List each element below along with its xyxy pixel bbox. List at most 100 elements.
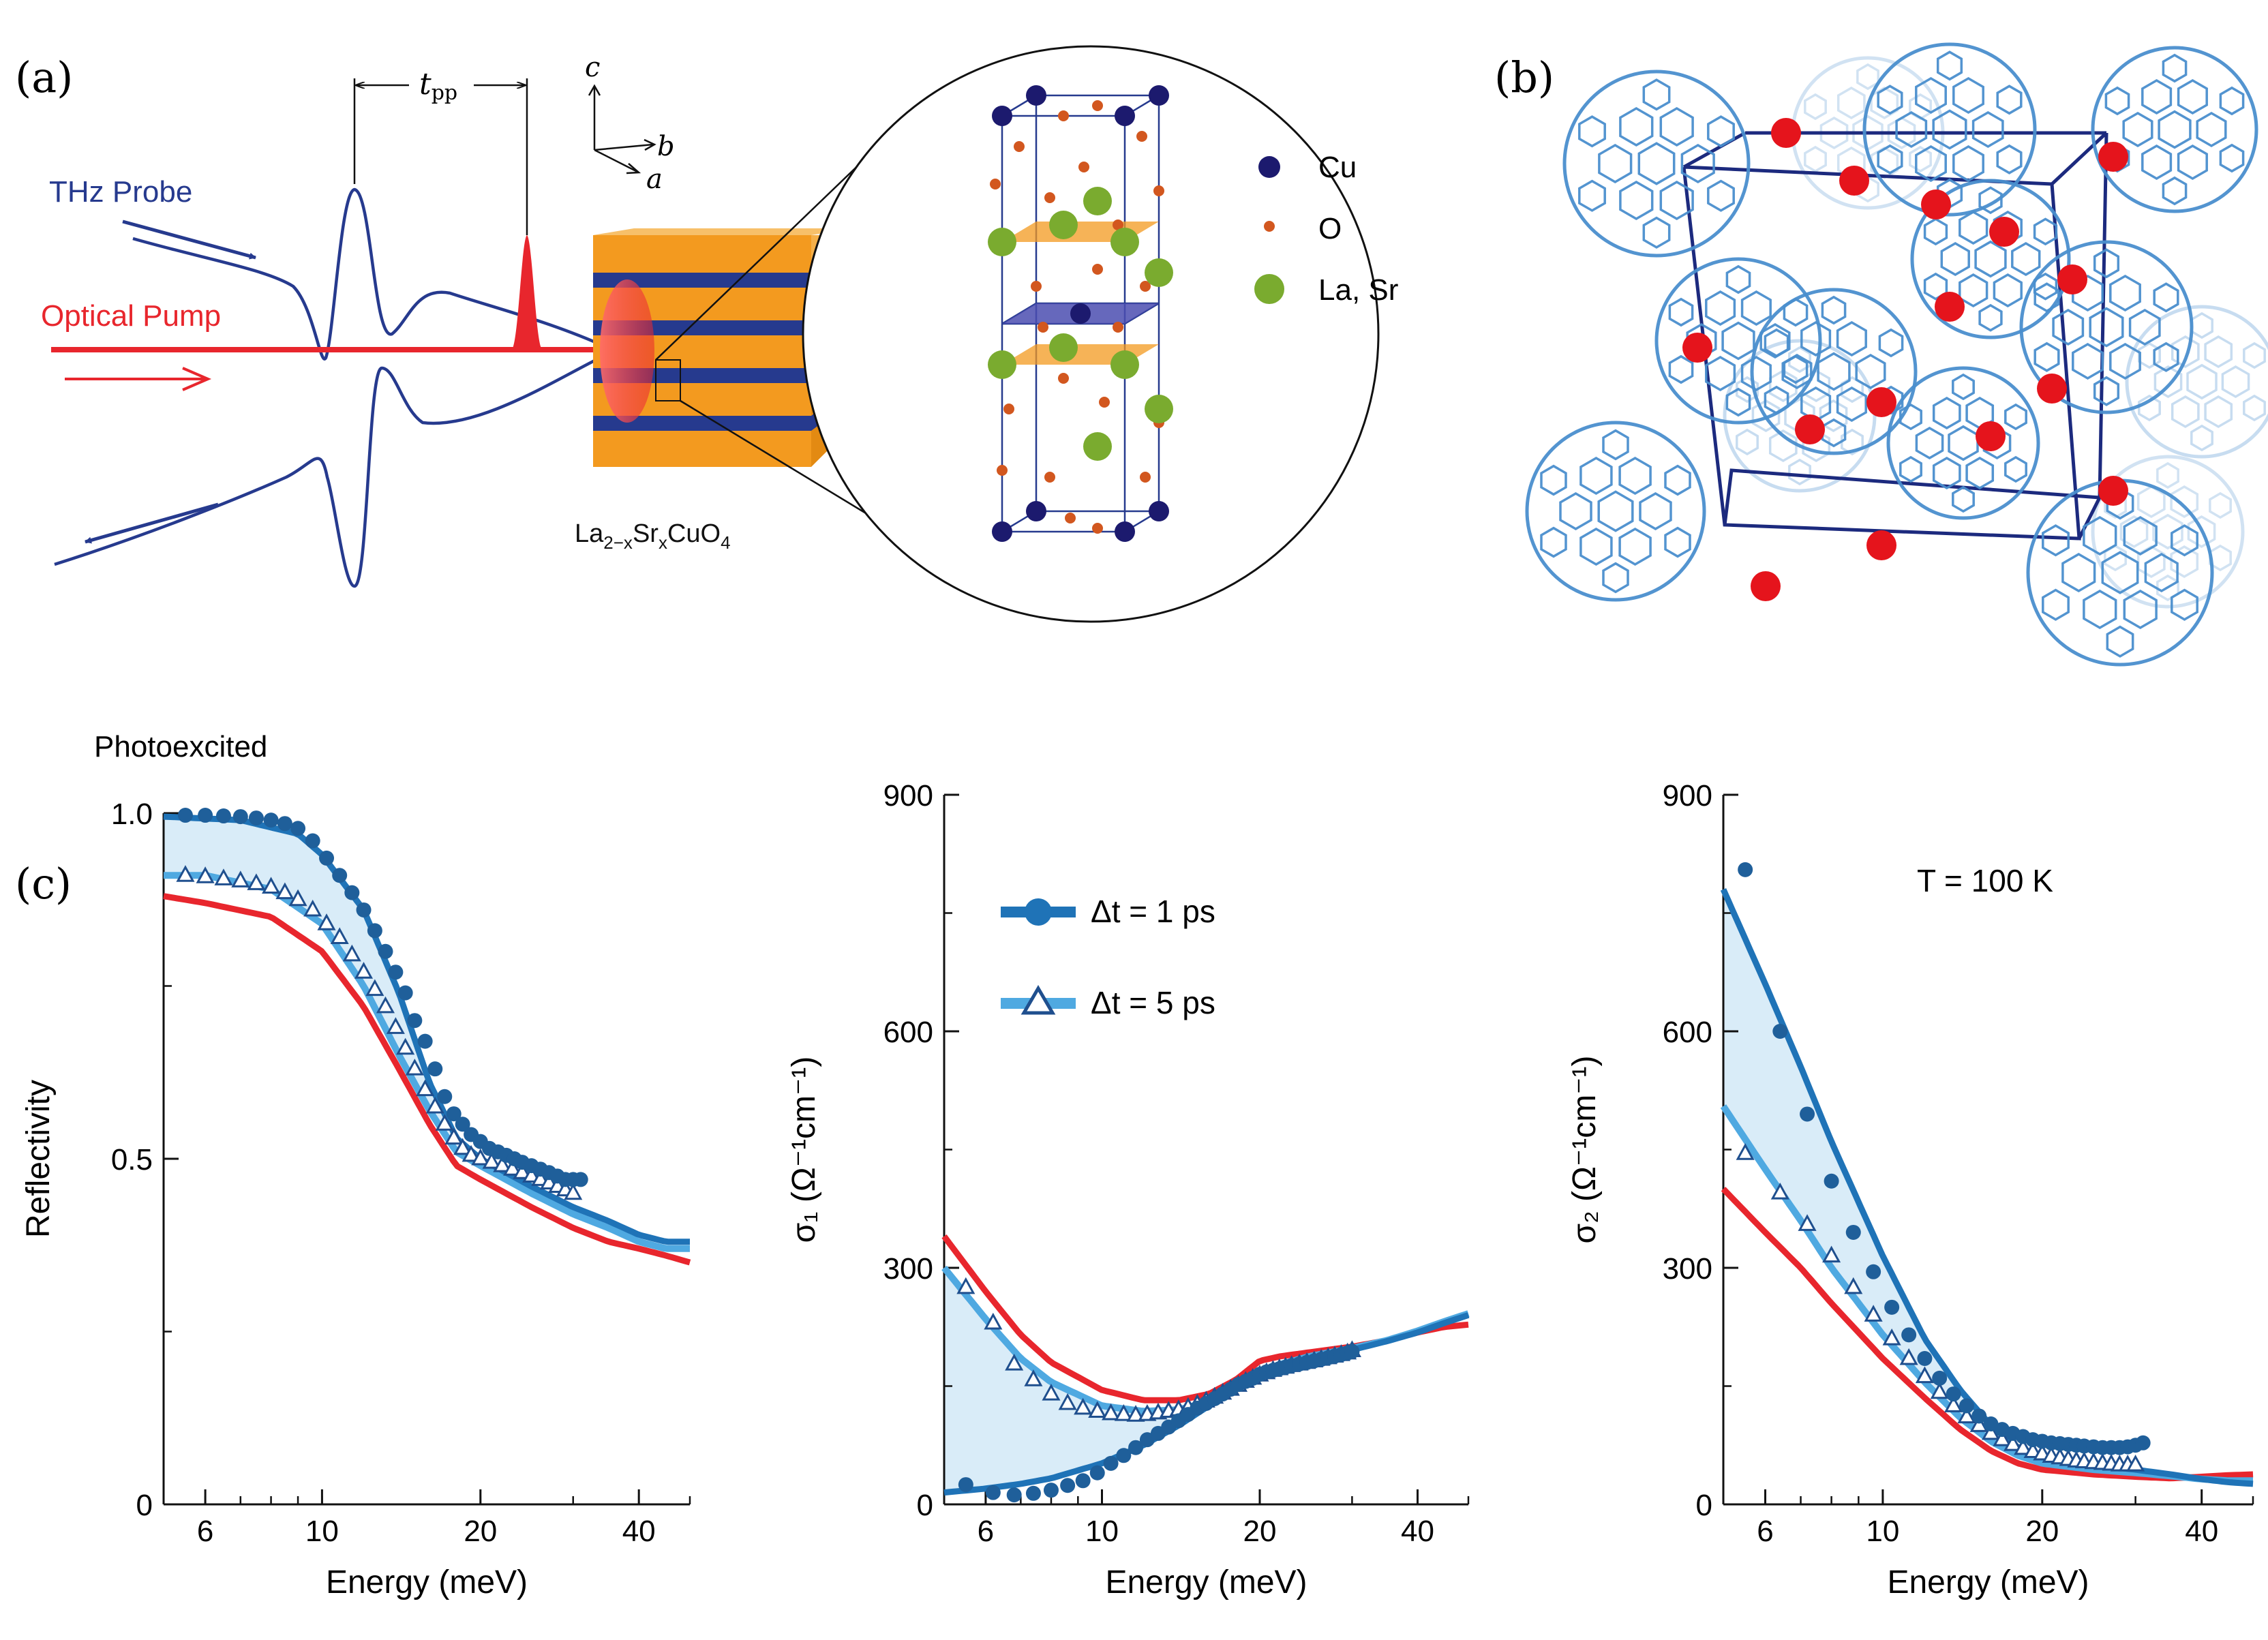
data-point-triangle	[1074, 1397, 1093, 1415]
data-point-circle	[1901, 1327, 1917, 1343]
data-point-circle	[437, 1089, 453, 1104]
x-tick-label: 10	[1085, 1515, 1119, 1548]
x-tick-label: 6	[1757, 1515, 1773, 1548]
o-atom	[1078, 162, 1089, 172]
axis-b-label: b	[657, 131, 675, 162]
o-atom	[1140, 472, 1151, 483]
data-point-triangle	[956, 1277, 976, 1294]
axis-a-label: a	[646, 164, 663, 195]
data-point-circle	[1824, 1173, 1839, 1189]
data-point-triangle	[482, 1151, 501, 1169]
o-atom	[1031, 281, 1042, 292]
data-point-triangle	[1058, 1393, 1077, 1410]
data-point-triangle	[365, 979, 384, 997]
o-atom	[1092, 523, 1103, 534]
data-point-circle	[1043, 1483, 1059, 1498]
x-tick-label: 40	[622, 1515, 656, 1548]
o-atom	[990, 179, 1001, 189]
o-atom	[1058, 110, 1069, 121]
y-tick-label: 0.5	[111, 1143, 153, 1176]
zoom-line-bottom	[680, 399, 880, 523]
o-atom	[1099, 397, 1110, 408]
data-point-circle	[1800, 1106, 1815, 1122]
axes-triad	[588, 84, 656, 174]
data-point-triangle	[425, 1096, 444, 1114]
la-sr-atom	[1083, 187, 1112, 215]
cu-atom	[1026, 85, 1046, 106]
material-formula: La2−xSrxCuO4	[575, 519, 731, 553]
fullerene	[1562, 70, 1751, 258]
data-point-triangle	[444, 1127, 464, 1145]
sigma1-chart: 6 10 20 40 0 300 600 900 Energy (meV) σ₁ (Ω⁻¹cm⁻¹…	[786, 779, 1470, 1600]
data-point-triangle	[1770, 1183, 1789, 1200]
o-atom	[1140, 281, 1151, 292]
o-atom	[1136, 131, 1147, 142]
cu-atom	[1026, 501, 1046, 521]
y-tick-label: 0	[136, 1489, 153, 1522]
chart-legend: Δt = 1 ps Δt = 5 ps	[1001, 894, 1215, 1020]
data-point-circle	[1060, 1478, 1076, 1493]
data-point-triangle	[288, 889, 307, 907]
alkali-atom	[1935, 292, 1965, 322]
alkali-atom	[1771, 118, 1801, 148]
la-sr-atom	[988, 350, 1016, 379]
data-point-circle	[367, 923, 382, 939]
la-sr-atom	[1145, 395, 1173, 423]
data-point-triangle	[1005, 1353, 1024, 1371]
y-tick-label: 600	[883, 1016, 933, 1049]
panel-label-c: (c)	[15, 859, 72, 909]
o-atom	[1003, 404, 1014, 414]
unit-cell	[2051, 132, 2108, 185]
thz-out-arrow	[85, 502, 219, 544]
unit-cell	[2098, 132, 2108, 498]
data-point-triangle	[1822, 1245, 1841, 1263]
data-point-circle	[378, 943, 393, 959]
data-point-triangle	[1114, 1404, 1133, 1421]
data-point-circle	[232, 809, 248, 825]
data-point-triangle	[2126, 1455, 2145, 1472]
data-point-triangle	[396, 1037, 415, 1055]
x-axis-label: Energy (meV)	[1887, 1564, 2089, 1600]
data-point-triangle	[416, 1079, 435, 1097]
fullerene	[1750, 288, 1918, 455]
alkali-atom	[1976, 421, 2006, 451]
data-point-triangle	[1930, 1382, 1949, 1399]
series-line-light-line	[164, 872, 690, 1252]
data-point-circle	[344, 885, 360, 900]
thz-reflected-waveform	[54, 356, 601, 588]
data-point-triangle	[196, 866, 215, 883]
shaded-region	[944, 1268, 1468, 1493]
tpp-label: tpp	[419, 67, 457, 105]
y-tick-label: 300	[883, 1252, 933, 1286]
data-point-triangle	[1088, 1401, 1107, 1418]
y-tick-label: 600	[1663, 1016, 1712, 1049]
data-point-triangle	[405, 1059, 424, 1076]
panel-a: (a) tpp c b a THz Probe Optical Pump	[15, 45, 1398, 623]
x-tick-label: 10	[305, 1515, 339, 1548]
cu-atom	[1115, 521, 1135, 542]
data-point-triangle	[503, 1159, 522, 1176]
o-atom	[1153, 185, 1164, 196]
data-point-triangle	[1736, 1143, 1755, 1160]
data-point-triangle	[176, 865, 195, 882]
data-point-triangle	[354, 962, 374, 979]
data-point-triangle	[513, 1162, 532, 1179]
data-point-triangle	[386, 1017, 405, 1034]
x-tick-label: 6	[197, 1515, 213, 1548]
data-point-circle	[290, 821, 306, 836]
unit-cell-marker	[655, 359, 681, 401]
data-point-circle	[215, 808, 231, 824]
o-atom	[1044, 472, 1055, 483]
legend-o-label: O	[1318, 212, 1342, 245]
crystal-structure	[988, 85, 1173, 542]
data-point-triangle	[1915, 1366, 1934, 1384]
x-tick-label: 20	[2025, 1515, 2059, 1548]
thz-probe-label: THz Probe	[49, 175, 192, 209]
fullerene	[2125, 305, 2268, 459]
data-point-triangle	[1024, 1369, 1043, 1386]
data-point-triangle	[1798, 1214, 1817, 1231]
data-point-circle	[427, 1061, 443, 1077]
data-point-circle	[573, 1172, 588, 1187]
sigma2-chart: 6 10 20 40 0 300 600 900 Energy (meV) σ₂ (Ω⁻¹cm⁻¹…	[1567, 779, 2254, 1600]
legend-cu-marker	[1258, 156, 1280, 178]
